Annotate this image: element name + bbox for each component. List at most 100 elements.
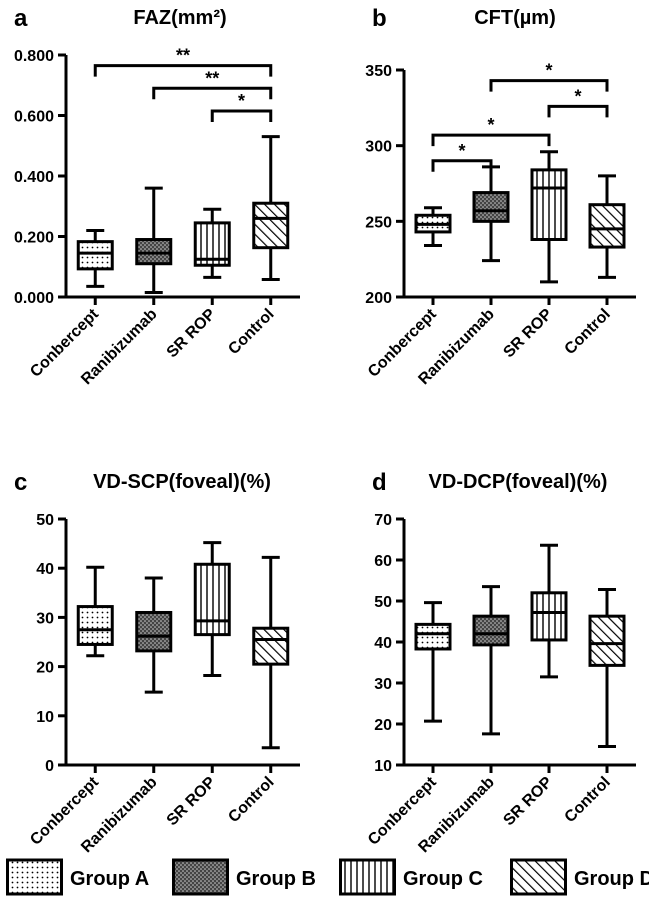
significance-label: * <box>574 86 581 106</box>
box-1 <box>472 165 510 263</box>
category-label: Control <box>562 306 614 358</box>
category-label: SR ROP <box>164 774 220 830</box>
significance-bracket: * <box>431 115 551 147</box>
y-tick-label: 200 <box>365 290 392 307</box>
category-label: SR ROP <box>500 774 556 830</box>
panel-title: FAZ(mm²) <box>133 7 226 29</box>
y-tick-label: 0.000 <box>14 290 54 307</box>
y-tick-label: 70 <box>374 512 392 529</box>
box-iqr <box>588 203 626 249</box>
legend-swatch <box>339 858 396 896</box>
significance-label: ** <box>205 68 219 88</box>
y-tick-label: 60 <box>374 553 392 570</box>
bracket-line <box>431 133 551 147</box>
legend-item: Group D <box>510 858 649 896</box>
y-tick-label: 50 <box>374 594 392 611</box>
box-1 <box>472 585 510 736</box>
box-1 <box>135 186 173 294</box>
box-iqr <box>530 591 568 642</box>
panel-title: CFT(µm) <box>474 7 556 29</box>
y-tick-label: 0.200 <box>14 230 54 247</box>
box-3 <box>588 174 626 279</box>
panels-layer: a FAZ(mm²)0.0000.2000.4000.6000.800Conber… <box>14 5 636 856</box>
category-label: Control <box>225 306 277 358</box>
panel-title: VD-DCP(foveal)(%) <box>429 471 608 493</box>
y-tick-label: 30 <box>36 610 54 627</box>
legend-item: Group A <box>6 858 149 896</box>
box-0 <box>414 206 452 248</box>
bracket-line <box>152 86 273 100</box>
significance-label: * <box>545 61 552 81</box>
significance-label: * <box>458 141 465 161</box>
y-tick-label: 250 <box>365 214 392 231</box>
legend-swatch <box>510 858 567 896</box>
box-iqr <box>472 191 510 223</box>
category-label: Control <box>562 774 614 826</box>
panel-d: d VD-DCP(foveal)(%)10203040506070Conberce… <box>365 469 636 856</box>
box-1 <box>135 576 173 694</box>
box-2 <box>193 207 231 279</box>
box-0 <box>76 565 114 658</box>
significance-bracket: * <box>210 91 273 122</box>
significance-bracket: * <box>431 141 493 172</box>
legend-item: Group B <box>172 858 316 896</box>
box-3 <box>252 135 290 281</box>
y-tick-label: 0 <box>45 758 54 775</box>
box-2 <box>530 150 568 284</box>
category-label: Control <box>225 774 277 826</box>
significance-label: * <box>487 115 494 135</box>
panel-letter: a <box>14 5 28 32</box>
legend-label: Group D <box>574 868 649 890</box>
y-tick-label: 20 <box>374 717 392 734</box>
legend-swatch <box>6 858 63 896</box>
legend-label: Group A <box>70 868 149 890</box>
y-tick-label: 350 <box>365 63 392 80</box>
box-2 <box>193 541 231 677</box>
panel-title: VD-SCP(foveal)(%) <box>93 471 271 493</box>
box-iqr <box>472 614 510 647</box>
box-3 <box>252 555 290 750</box>
legend-label: Group C <box>403 868 483 890</box>
significance-label: ** <box>176 46 190 66</box>
y-tick-label: 10 <box>36 709 54 726</box>
significance-bracket: * <box>489 61 609 92</box>
bracket-line <box>431 159 493 172</box>
y-tick-label: 0.400 <box>14 169 54 186</box>
box-iqr <box>414 622 452 651</box>
significance-label: * <box>238 91 245 111</box>
y-tick-label: 40 <box>36 561 54 578</box>
significance-bracket: * <box>547 86 609 118</box>
y-tick-label: 10 <box>374 758 392 775</box>
box-0 <box>414 601 452 723</box>
box-iqr <box>193 562 231 637</box>
y-tick-label: 50 <box>36 512 54 529</box>
panel-letter: c <box>14 469 27 496</box>
box-iqr <box>252 201 290 250</box>
box-iqr <box>135 610 173 653</box>
bracket-line <box>547 104 609 118</box>
y-tick-label: 20 <box>36 660 54 677</box>
bracket-line <box>210 109 273 122</box>
panel-letter: b <box>372 5 387 32</box>
legend-label: Group B <box>236 868 316 890</box>
box-0 <box>76 228 114 288</box>
y-tick-label: 0.600 <box>14 109 54 126</box>
significance-bracket: ** <box>152 68 273 100</box>
panel-c: c VD-SCP(foveal)(%)01020304050ConberceptR… <box>14 469 300 856</box>
bracket-line <box>93 64 273 77</box>
y-tick-label: 40 <box>374 635 392 652</box>
box-iqr <box>588 614 626 667</box>
category-label: SR ROP <box>500 306 556 362</box>
legend-item: Group C <box>339 858 483 896</box>
box-iqr <box>76 240 114 271</box>
box-iqr <box>135 238 173 266</box>
y-tick-label: 300 <box>365 139 392 156</box>
box-iqr <box>252 626 290 666</box>
y-tick-label: 30 <box>374 676 392 693</box>
box-3 <box>588 588 626 749</box>
panel-a: a FAZ(mm²)0.0000.2000.4000.6000.800Conber… <box>14 5 300 388</box>
panel-letter: d <box>372 469 387 496</box>
panel-b: b CFT(µm)200250300350ConberceptRanibizuma… <box>365 5 636 388</box>
y-tick-label: 0.800 <box>14 48 54 65</box>
